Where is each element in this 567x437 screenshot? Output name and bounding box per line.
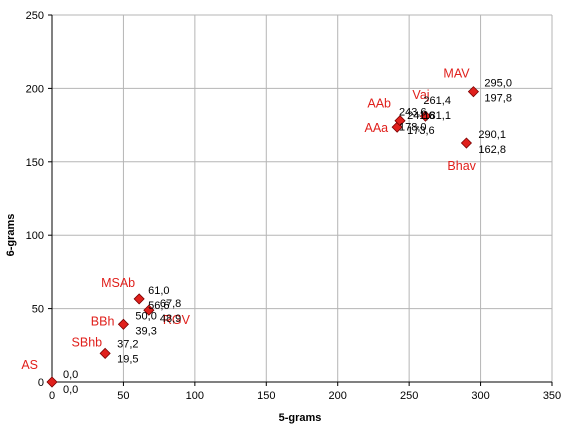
y-value: 173,6 [407, 125, 435, 137]
point-name-label: AAb [367, 97, 391, 111]
x-tick-label: 350 [543, 390, 561, 402]
point-as [46, 376, 58, 388]
x-value: 261,4 [423, 95, 451, 107]
point-aab [394, 115, 406, 127]
point-value-label: 61,0 56,6 [148, 285, 169, 312]
point-vaj [419, 110, 431, 122]
y-axis-title: 6-grams [5, 214, 17, 257]
y-value: 197,8 [484, 93, 512, 105]
y-value: 0,0 [63, 384, 78, 396]
point-value-label: 261,4 181,1 [423, 95, 451, 122]
y-value: 48,9 [160, 313, 181, 325]
x-value: 290,1 [478, 129, 506, 141]
point-name-label: AS [21, 358, 38, 372]
y-value: 39,3 [135, 325, 156, 337]
x-value: 295,0 [484, 78, 512, 90]
point-value-label: 37,2 19,5 [117, 338, 138, 365]
point-name-label: RGV [163, 313, 191, 327]
point-sbhb [99, 347, 111, 359]
point-name-label: BBh [91, 314, 115, 328]
point-name-label: Vaj [412, 88, 429, 102]
x-tick-label: 100 [186, 390, 204, 402]
y-value: 178,0 [399, 122, 427, 134]
y-value: 56,6 [148, 300, 169, 312]
point-name-label: MSAb [101, 276, 135, 290]
x-tick-label: 300 [471, 390, 489, 402]
point-value-label: 241,6 173,6 [407, 110, 435, 137]
y-tick-label: 50 [32, 304, 44, 316]
x-value: 243,6 [399, 107, 427, 119]
x-value: 67,8 [160, 298, 181, 310]
x-value: 241,6 [407, 110, 435, 122]
x-tick-labels: 0 50 100 150 200 250 300 350 [49, 390, 561, 402]
x-tick-label: 200 [329, 390, 347, 402]
x-tick-label: 150 [257, 390, 275, 402]
data-points [46, 86, 479, 388]
y-tick-label: 0 [38, 377, 44, 389]
x-value: 50,0 [135, 310, 156, 322]
point-value-label: 67,8 48,9 [160, 298, 181, 325]
point-bhav [460, 137, 472, 149]
point-rgv [143, 304, 155, 316]
x-value: 61,0 [148, 285, 169, 297]
point-name-label: MAV [443, 67, 470, 81]
x-value: 37,2 [117, 338, 138, 350]
point-value-label: 290,1 162,8 [478, 129, 506, 156]
y-value: 162,8 [478, 144, 506, 156]
gridlines [52, 14, 553, 382]
point-bbh [117, 318, 129, 330]
y-tick-label: 100 [26, 230, 44, 242]
point-mav [467, 86, 479, 98]
y-tick-labels: 0 50 100 150 200 250 [26, 10, 44, 389]
point-value-label: 295,0 197,8 [484, 78, 512, 105]
y-value: 181,1 [423, 110, 451, 122]
y-tick-label: 200 [26, 83, 44, 95]
x-tick-label: 50 [117, 390, 129, 402]
point-name-label: Bhav [447, 159, 476, 173]
y-tick-label: 250 [26, 10, 44, 22]
point-value-label: 50,0 39,3 [135, 310, 156, 337]
y-value: 19,5 [117, 353, 138, 365]
x-tick-label: 250 [400, 390, 418, 402]
point-name-label: SBhb [72, 335, 103, 349]
x-value: 0,0 [63, 369, 78, 381]
x-tick-label: 0 [49, 390, 55, 402]
point-value-label: 0,0 0,0 [63, 369, 78, 396]
point-msab [133, 293, 145, 305]
x-axis-title: 5-grams [279, 412, 322, 424]
point-value-label: 243,6 178,0 [399, 107, 427, 134]
y-tick-label: 150 [26, 157, 44, 169]
point-name-label: AAa [365, 121, 389, 135]
